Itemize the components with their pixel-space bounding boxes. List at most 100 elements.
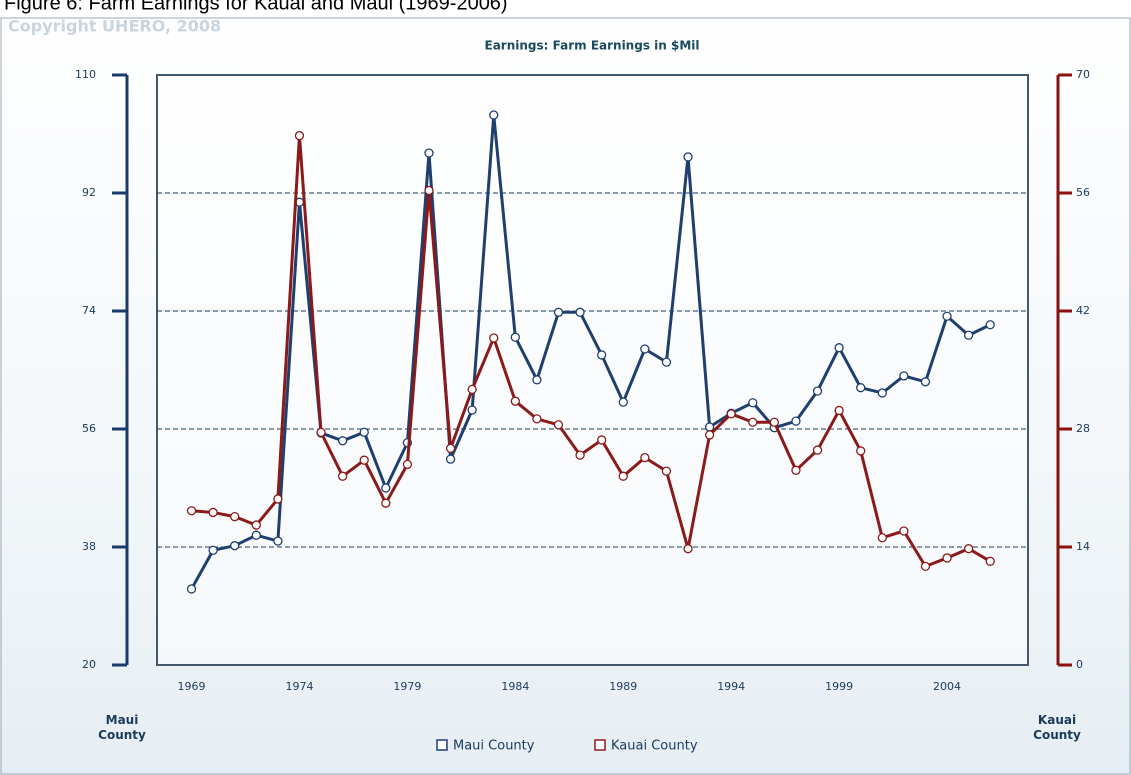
data-point (597, 435, 607, 445)
y2-tick-label: 70 (1076, 68, 1090, 81)
data-point (899, 526, 909, 536)
data-point (381, 483, 391, 493)
data-point (985, 556, 995, 566)
y-tick-label: 38 (82, 540, 96, 553)
data-point (985, 320, 995, 330)
data-point (359, 455, 369, 465)
data-point (704, 430, 715, 440)
data-point (812, 386, 823, 396)
data-point (683, 152, 693, 162)
data-point (467, 405, 477, 415)
y-tick-label: 74 (82, 304, 96, 317)
legend-label: Maui County (453, 739, 535, 754)
data-point (661, 357, 672, 367)
data-point (337, 471, 348, 481)
data-point (963, 330, 974, 340)
data-point (553, 420, 564, 430)
data-point (230, 512, 240, 522)
data-point (208, 545, 218, 555)
data-point (748, 398, 758, 408)
chart-title: Earnings: Farm Earnings in $Mil (485, 39, 700, 53)
data-point (791, 416, 801, 426)
x-tick-label: 1974 (285, 680, 313, 693)
data-point (877, 533, 887, 543)
data-point (251, 520, 261, 530)
y2-tick-label: 28 (1076, 422, 1090, 435)
data-point (920, 561, 931, 572)
data-point (640, 453, 650, 463)
data-point (683, 544, 693, 554)
data-point (532, 375, 542, 385)
data-point (251, 530, 261, 540)
data-point (661, 466, 672, 476)
data-point (597, 350, 607, 360)
x-tick-label: 1994 (717, 680, 745, 693)
data-point (510, 396, 520, 406)
y-tick-label: 92 (82, 186, 96, 199)
data-point (337, 436, 348, 446)
legend-label: Kauai County (611, 739, 698, 754)
legend-swatch (436, 739, 448, 751)
data-point (208, 507, 218, 518)
y2-tick-label: 56 (1076, 186, 1090, 199)
data-point (489, 333, 499, 343)
data-point (942, 311, 952, 321)
data-point (294, 131, 305, 141)
legend-swatch (594, 739, 606, 751)
data-point (445, 454, 456, 464)
data-point (640, 344, 650, 354)
data-point (186, 506, 197, 516)
y2-axis-label: Kauai County (1033, 713, 1081, 742)
data-point (812, 445, 823, 455)
data-point (726, 409, 736, 419)
data-point (424, 185, 434, 196)
data-point (575, 307, 585, 317)
data-point (856, 446, 866, 456)
figure-title: Figure 6: Farm Earnings for Kauai and Ma… (4, 0, 508, 14)
data-point (489, 110, 499, 120)
data-point (834, 343, 844, 353)
y2-tick-label: 0 (1076, 658, 1083, 671)
data-point (510, 332, 520, 342)
data-point (704, 422, 715, 432)
data-point (359, 427, 369, 437)
data-point (424, 148, 434, 158)
data-point (791, 465, 801, 475)
data-point (877, 388, 887, 398)
data-point (920, 377, 931, 387)
y-tick-label: 110 (75, 68, 96, 81)
x-tick-label: 1979 (393, 680, 421, 693)
data-point (532, 414, 542, 424)
data-point (942, 553, 952, 563)
copyright: Copyright UHERO, 2008 (8, 17, 221, 36)
data-point (748, 417, 758, 427)
y2-tick-label: 14 (1076, 540, 1090, 553)
frame (0, 17, 1131, 775)
y2-tick-label: 42 (1076, 304, 1090, 317)
x-tick-label: 1989 (609, 680, 637, 693)
data-point (381, 498, 391, 508)
data-point (273, 536, 283, 546)
y-axis-label: Maui County (98, 713, 146, 742)
data-point (186, 584, 197, 594)
data-point (273, 494, 283, 504)
y-tick-label: 56 (82, 422, 96, 435)
data-point (230, 541, 240, 551)
data-point (575, 450, 585, 460)
data-point (553, 307, 564, 317)
y-tick-label: 20 (82, 658, 96, 671)
data-point (899, 371, 909, 381)
data-point (618, 471, 628, 481)
data-point (618, 397, 628, 407)
data-point (963, 544, 974, 554)
data-point (316, 427, 326, 438)
data-point (834, 405, 844, 416)
x-tick-label: 2004 (933, 680, 961, 693)
x-tick-label: 1999 (825, 680, 853, 693)
data-point (769, 417, 780, 427)
x-tick-label: 1984 (501, 680, 529, 693)
data-point (467, 384, 477, 395)
series-line (191, 134, 991, 568)
